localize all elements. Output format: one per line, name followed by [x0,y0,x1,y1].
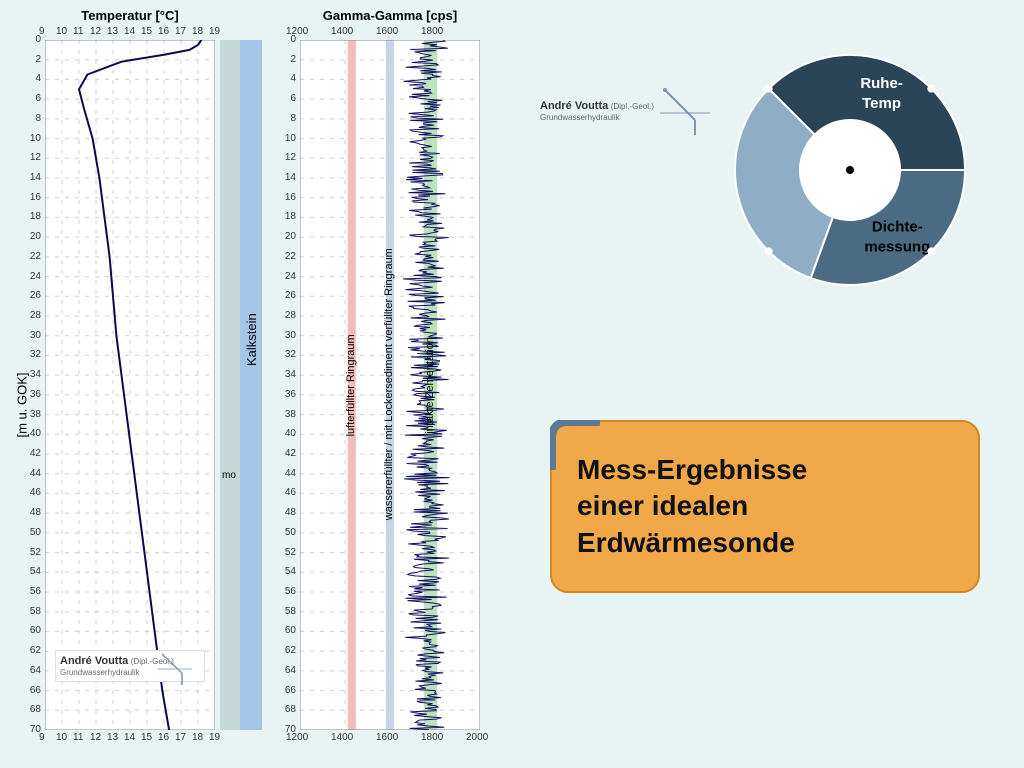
infobox-text: Mess-Ergebnisse einer idealen Erdwärmeso… [577,452,953,561]
svg-text:Ruhe-: Ruhe- [860,75,903,92]
svg-text:messung: messung [864,239,930,256]
logo-bottom: André Voutta (Dipl.-Geol.) Grundwasserhy… [55,650,205,682]
svg-text:Dichte-: Dichte- [872,219,923,236]
temp-chart-svg [45,40,215,730]
infobox: Mess-Ergebnisse einer idealen Erdwärmeso… [550,420,980,593]
logo-top: André Voutta (Dipl.-Geol.) Grundwasserhy… [540,100,720,122]
y-axis-label: [m u. GOK] [15,358,30,438]
infobox-corner-icon [550,420,600,470]
temp-chart-area [45,40,215,730]
lithology-sublabel: mo [222,470,236,481]
logo-icon [655,85,715,135]
lithology-band [220,40,240,730]
svg-text:Temp: Temp [862,95,901,112]
logo-icon [156,651,196,687]
temp-chart-title: Temperatur [°C] [45,8,215,23]
donut-chart: Ruhe- Temp Dichte-messung [710,30,990,310]
gamma-chart-title: Gamma-Gamma [cps] [300,8,480,23]
lithology-label: Kalkstein [244,280,259,400]
